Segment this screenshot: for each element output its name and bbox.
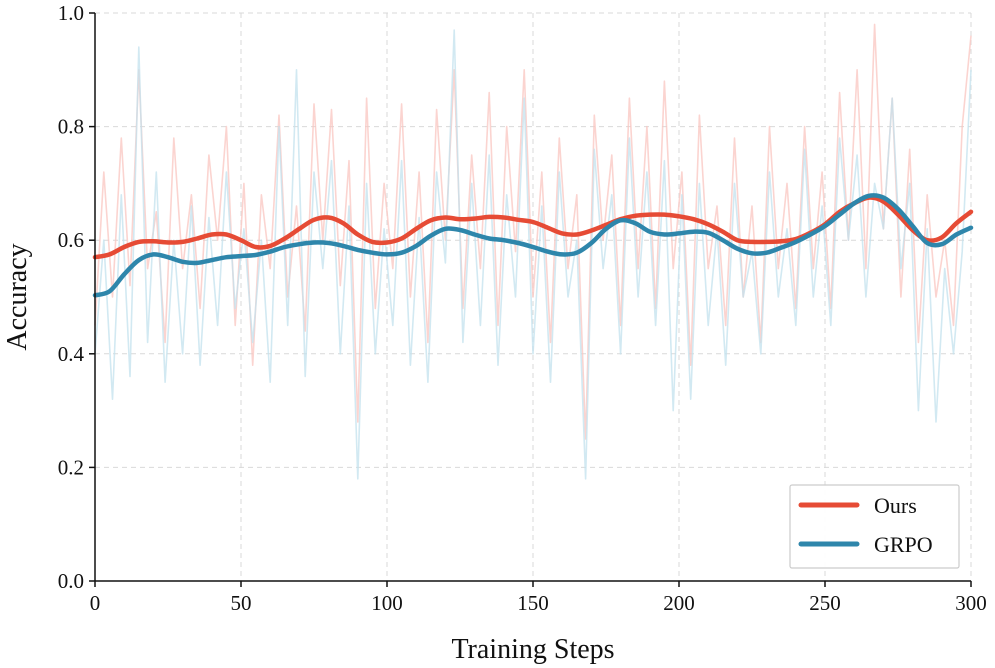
x-tick-label: 300: [955, 591, 987, 615]
y-tick-label: 0.2: [58, 455, 84, 479]
ticks: 0 50 100 150 200 250 300 0.0 0.2 0.4 0.6 0.8 1.0: [58, 1, 987, 615]
x-tick-label: 0: [90, 591, 101, 615]
x-tick-label: 150: [517, 591, 549, 615]
y-tick-label: 1.0: [58, 1, 84, 25]
y-tick-label: 0.8: [58, 115, 84, 139]
smoothed-line-grpo: [92, 193, 974, 298]
x-tick-label: 50: [231, 591, 252, 615]
y-axis-label: Accuracy: [2, 243, 33, 350]
y-tick-label: 0.6: [58, 228, 84, 252]
raw-line-ours: [94, 23, 972, 440]
legend-label-ours: Ours: [874, 493, 917, 518]
smoothed-series-layer: [92, 193, 974, 298]
x-axis-label: Training Steps: [451, 634, 614, 665]
legend: Ours GRPO: [789, 484, 960, 569]
x-tick-label: 250: [809, 591, 841, 615]
y-tick-label: 0.0: [58, 569, 84, 593]
legend-label-grpo: GRPO: [874, 532, 933, 557]
x-tick-label: 200: [663, 591, 695, 615]
x-tick-label: 100: [371, 591, 403, 615]
y-tick-label: 0.4: [58, 342, 85, 366]
